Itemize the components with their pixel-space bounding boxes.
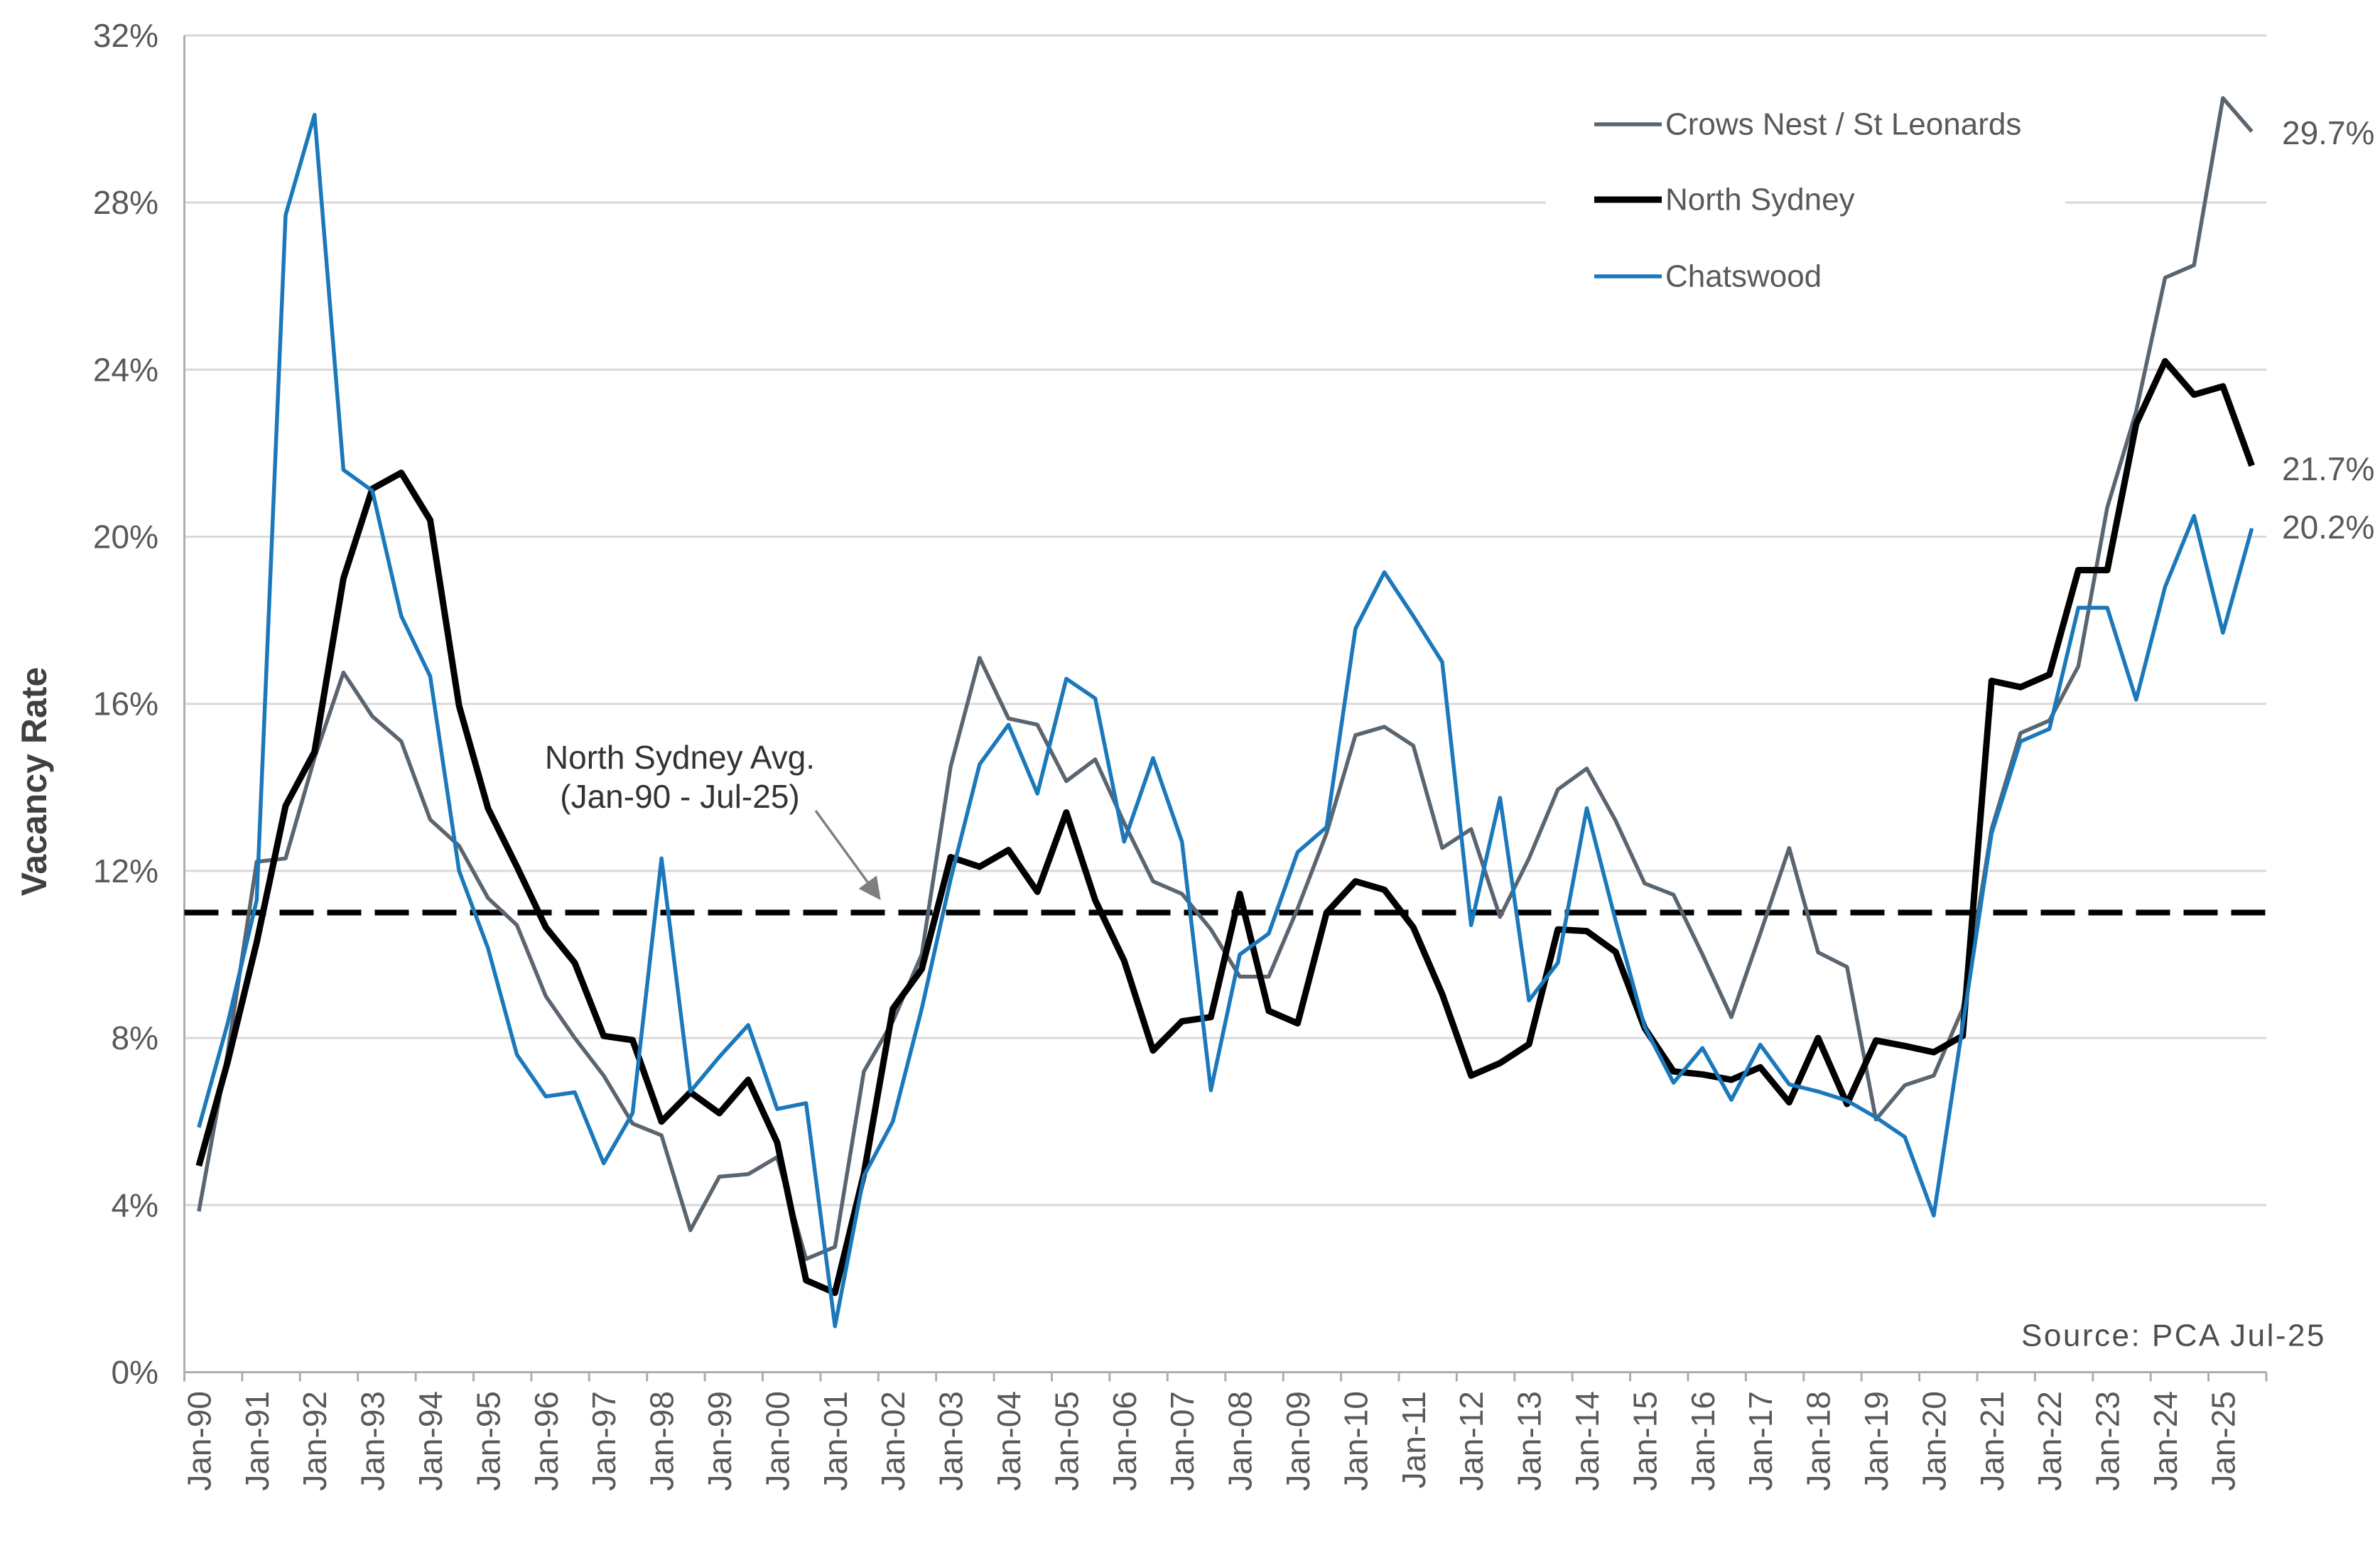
svg-text:Jan-08: Jan-08 — [1222, 1391, 1259, 1491]
svg-text:20%: 20% — [93, 519, 158, 556]
svg-text:Jan-11: Jan-11 — [1395, 1391, 1432, 1488]
svg-text:Jan-96: Jan-96 — [528, 1391, 565, 1491]
svg-text:Source: PCA Jul-25: Source: PCA Jul-25 — [2021, 1319, 2326, 1353]
svg-text:Jan-09: Jan-09 — [1280, 1391, 1316, 1491]
svg-text:Jan-23: Jan-23 — [2089, 1391, 2126, 1491]
svg-text:32%: 32% — [93, 17, 158, 54]
svg-text:Vacancy Rate: Vacancy Rate — [14, 667, 54, 896]
svg-text:Jan-15: Jan-15 — [1626, 1391, 1663, 1491]
svg-text:Jan-25: Jan-25 — [2205, 1391, 2241, 1491]
svg-text:Jan-20: Jan-20 — [1915, 1391, 1952, 1491]
svg-text:Jan-12: Jan-12 — [1453, 1391, 1490, 1491]
svg-text:Jan-95: Jan-95 — [470, 1391, 507, 1491]
svg-text:Jan-24: Jan-24 — [2147, 1391, 2184, 1491]
svg-text:12%: 12% — [93, 853, 158, 889]
svg-text:Jan-04: Jan-04 — [990, 1391, 1027, 1491]
svg-text:Jan-10: Jan-10 — [1337, 1391, 1374, 1491]
svg-text:Jan-00: Jan-00 — [759, 1391, 796, 1491]
svg-text:Jan-21: Jan-21 — [1974, 1391, 2011, 1491]
svg-text:Jan-93: Jan-93 — [355, 1391, 391, 1491]
svg-text:Jan-02: Jan-02 — [875, 1391, 912, 1491]
svg-text:Jan-99: Jan-99 — [701, 1391, 738, 1491]
svg-text:Jan-14: Jan-14 — [1569, 1391, 1606, 1491]
svg-text:Jan-90: Jan-90 — [180, 1391, 217, 1491]
svg-text:4%: 4% — [112, 1186, 158, 1223]
svg-text:20.2%: 20.2% — [2282, 509, 2374, 546]
svg-text:Jan-06: Jan-06 — [1106, 1391, 1143, 1491]
svg-text:Jan-91: Jan-91 — [239, 1391, 276, 1491]
svg-text:Jan-97: Jan-97 — [585, 1391, 622, 1491]
svg-text:Jan-16: Jan-16 — [1684, 1391, 1721, 1491]
svg-text:North Sydney: North Sydney — [1665, 183, 1855, 217]
svg-text:(Jan-90 - Jul-25): (Jan-90 - Jul-25) — [560, 778, 799, 815]
svg-text:Crows Nest / St Leonards: Crows Nest / St Leonards — [1665, 107, 2021, 142]
svg-text:Jan-98: Jan-98 — [644, 1391, 681, 1491]
svg-text:Chatswood: Chatswood — [1665, 259, 1822, 294]
svg-text:16%: 16% — [93, 686, 158, 723]
svg-text:21.7%: 21.7% — [2282, 450, 2374, 487]
svg-text:29.7%: 29.7% — [2282, 114, 2374, 151]
svg-text:Jan-18: Jan-18 — [1800, 1391, 1837, 1491]
svg-text:Jan-17: Jan-17 — [1742, 1391, 1779, 1491]
svg-text:Jan-94: Jan-94 — [412, 1391, 449, 1491]
svg-text:28%: 28% — [93, 184, 158, 221]
svg-text:Jan-13: Jan-13 — [1511, 1391, 1548, 1491]
svg-text:Jan-92: Jan-92 — [296, 1391, 333, 1491]
svg-text:8%: 8% — [112, 1019, 158, 1056]
svg-text:Jan-22: Jan-22 — [2031, 1391, 2068, 1491]
svg-text:Jan-07: Jan-07 — [1164, 1391, 1201, 1491]
svg-text:24%: 24% — [93, 351, 158, 388]
svg-text:Jan-19: Jan-19 — [1858, 1391, 1895, 1491]
svg-text:Jan-03: Jan-03 — [933, 1391, 970, 1491]
svg-text:North Sydney Avg.: North Sydney Avg. — [545, 739, 815, 776]
svg-text:Jan-01: Jan-01 — [817, 1391, 854, 1491]
svg-text:0%: 0% — [112, 1354, 158, 1391]
svg-text:Jan-05: Jan-05 — [1048, 1391, 1085, 1491]
